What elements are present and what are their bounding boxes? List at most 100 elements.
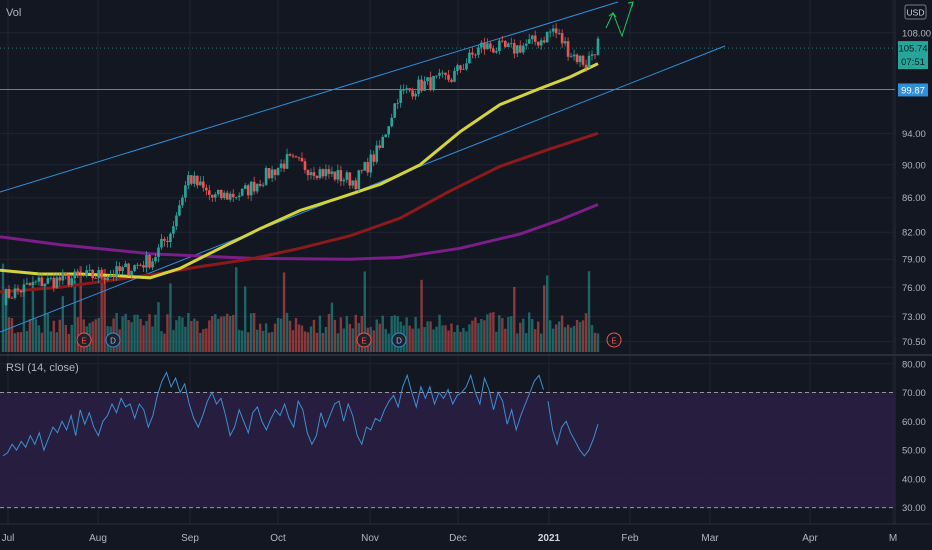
candle-body — [121, 267, 124, 272]
candle-body — [348, 172, 352, 186]
event-marker-circle — [105, 332, 121, 348]
candle — [88, 264, 92, 274]
volume-bar — [115, 312, 118, 352]
volume-bar — [501, 318, 504, 352]
volume-bar — [447, 330, 450, 352]
candle — [462, 63, 465, 71]
candle — [483, 37, 486, 55]
candle-body — [303, 161, 307, 170]
rsi-tick-label: 60.00 — [902, 417, 926, 428]
volume-bar — [139, 318, 142, 352]
candle — [399, 85, 402, 108]
candle-body — [459, 65, 462, 70]
candle — [291, 153, 295, 159]
candle — [103, 277, 106, 284]
candle-body — [327, 169, 331, 174]
candle — [193, 171, 196, 188]
candle-body — [43, 283, 47, 287]
volume-bar — [127, 320, 130, 352]
candle — [67, 273, 71, 287]
candle — [342, 177, 346, 186]
candle — [216, 189, 220, 197]
time-axis: Jul Aug Sep Oct Nov Dec 2021 Feb Mar Apr M — [2, 533, 898, 544]
volume-bar — [214, 314, 217, 352]
volume-bar — [37, 325, 41, 352]
candle-body — [563, 41, 567, 44]
price-tick-label: 94.00 — [902, 129, 926, 140]
candle — [163, 236, 166, 247]
candle — [124, 260, 127, 268]
currency-badge-box — [904, 4, 927, 20]
candle — [372, 150, 376, 167]
volume-bar — [423, 327, 426, 352]
candle-body — [498, 40, 501, 52]
candle — [426, 76, 429, 86]
candle-body — [145, 255, 148, 268]
candle-body — [127, 263, 130, 276]
candle — [560, 29, 564, 48]
trend-channel — [0, 1, 726, 333]
candle-body — [13, 288, 17, 298]
candle-body — [375, 145, 379, 162]
volume-bar — [211, 316, 214, 352]
rsi-pane: 80.00 70.00 60.00 50.00 40.00 30.00 — [0, 359, 926, 514]
volume-bar — [297, 324, 301, 352]
candle — [524, 39, 528, 50]
candle — [64, 271, 68, 280]
candle-body — [219, 189, 223, 199]
candle — [28, 282, 32, 286]
candle-body — [590, 54, 594, 56]
candle-body — [10, 297, 14, 299]
candle-body — [231, 193, 235, 198]
candle-body — [566, 41, 570, 57]
volume-bar — [151, 326, 154, 352]
volume-bar — [411, 328, 414, 352]
volume-bar — [217, 318, 220, 352]
candle — [441, 70, 444, 78]
candle — [447, 69, 450, 83]
volume-bar — [172, 330, 175, 352]
candle — [243, 182, 247, 190]
candle — [515, 44, 519, 58]
volume-bar — [372, 330, 375, 352]
candle — [151, 258, 154, 270]
candle-body — [321, 169, 325, 177]
volume-bar — [327, 314, 331, 352]
candle-body — [369, 154, 373, 173]
candle — [121, 265, 124, 275]
candle-body — [285, 154, 289, 169]
candle-body — [411, 90, 414, 97]
volume-bar — [258, 323, 262, 352]
volume-bar — [336, 333, 340, 352]
candle-body — [61, 272, 65, 281]
candle-body — [76, 271, 80, 275]
candle — [354, 177, 358, 192]
candle-body — [184, 185, 187, 198]
candle-body — [426, 77, 429, 82]
volume-bar — [34, 319, 38, 352]
volume-bar — [294, 318, 298, 352]
candle-body — [483, 42, 486, 50]
candle — [315, 175, 319, 181]
volume-bar — [348, 323, 352, 352]
volume-bar — [531, 319, 534, 352]
candle — [435, 75, 438, 79]
candle-body — [351, 180, 355, 186]
volume-bar — [333, 319, 337, 352]
candle-body — [554, 28, 558, 34]
volume-bar — [432, 329, 435, 352]
candle-body — [276, 167, 280, 176]
candle-body — [97, 269, 100, 279]
candle — [471, 47, 474, 59]
volume-bar — [408, 325, 411, 352]
candle-body — [279, 163, 283, 168]
volume-bar — [196, 320, 199, 352]
candle — [210, 194, 214, 203]
candle-body — [94, 278, 97, 279]
candle-body — [578, 55, 582, 63]
volume-bar — [593, 332, 597, 352]
candle — [566, 37, 570, 61]
candle-body — [315, 175, 319, 179]
volume-bar — [300, 325, 304, 352]
